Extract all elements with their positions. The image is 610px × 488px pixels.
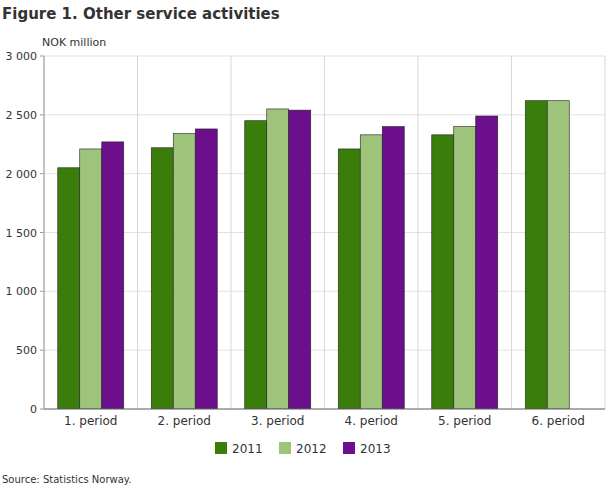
- category-label: 2. period: [158, 414, 212, 428]
- tick-label: 0: [30, 403, 37, 416]
- bar: [338, 149, 360, 409]
- bar: [547, 101, 569, 409]
- x-axis: [44, 409, 605, 410]
- tick: [40, 114, 44, 115]
- category-divider: [324, 56, 325, 409]
- y-axis: [44, 56, 45, 409]
- category-label: 6. period: [532, 414, 586, 428]
- category-divider: [44, 56, 45, 409]
- chart: Figure 1. Other service activities NOK mi…: [0, 0, 610, 488]
- y-label: NOK million: [42, 36, 106, 49]
- bar: [102, 142, 124, 409]
- category-divider: [418, 56, 419, 409]
- legend-swatch: [215, 442, 227, 454]
- grid-line: [44, 409, 605, 410]
- bar: [360, 135, 382, 409]
- bar: [173, 134, 195, 409]
- category-divider: [605, 56, 606, 409]
- category-label: 3. period: [251, 414, 305, 428]
- bar: [432, 135, 454, 409]
- category-label: 4. period: [345, 414, 399, 428]
- tick: [40, 173, 44, 174]
- bar: [454, 127, 476, 409]
- source: Source: Statistics Norway.: [2, 474, 131, 485]
- category-label: 5. period: [438, 414, 492, 428]
- tick-label: 1 000: [6, 285, 38, 298]
- tick-label: 500: [16, 344, 37, 357]
- legend-label: 2012: [296, 442, 327, 456]
- legend-label: 2013: [360, 442, 391, 456]
- bar: [80, 149, 102, 409]
- tick: [40, 409, 44, 410]
- bars: [58, 101, 570, 409]
- legend-label: 2011: [232, 442, 263, 456]
- tick-label: 3 000: [6, 50, 38, 63]
- bar: [525, 101, 547, 409]
- legend-swatch: [343, 442, 355, 454]
- legend-swatch: [279, 442, 291, 454]
- tick: [40, 291, 44, 292]
- bar: [476, 116, 498, 409]
- bar: [58, 168, 80, 409]
- bar: [267, 109, 289, 409]
- bar: [382, 127, 404, 409]
- title: Figure 1. Other service activities: [2, 5, 280, 23]
- tick: [40, 350, 44, 351]
- bar: [151, 148, 173, 409]
- category-divider: [137, 56, 138, 409]
- tick-label: 2 500: [6, 109, 38, 122]
- tick-label: 1 500: [6, 227, 38, 240]
- bar: [289, 110, 311, 409]
- tick: [40, 56, 44, 57]
- tick: [40, 232, 44, 233]
- category-label: 1. period: [64, 414, 118, 428]
- category-divider: [231, 56, 232, 409]
- bar: [195, 129, 217, 409]
- bar: [245, 121, 267, 409]
- tick-label: 2 000: [6, 168, 38, 181]
- category-divider: [511, 56, 512, 409]
